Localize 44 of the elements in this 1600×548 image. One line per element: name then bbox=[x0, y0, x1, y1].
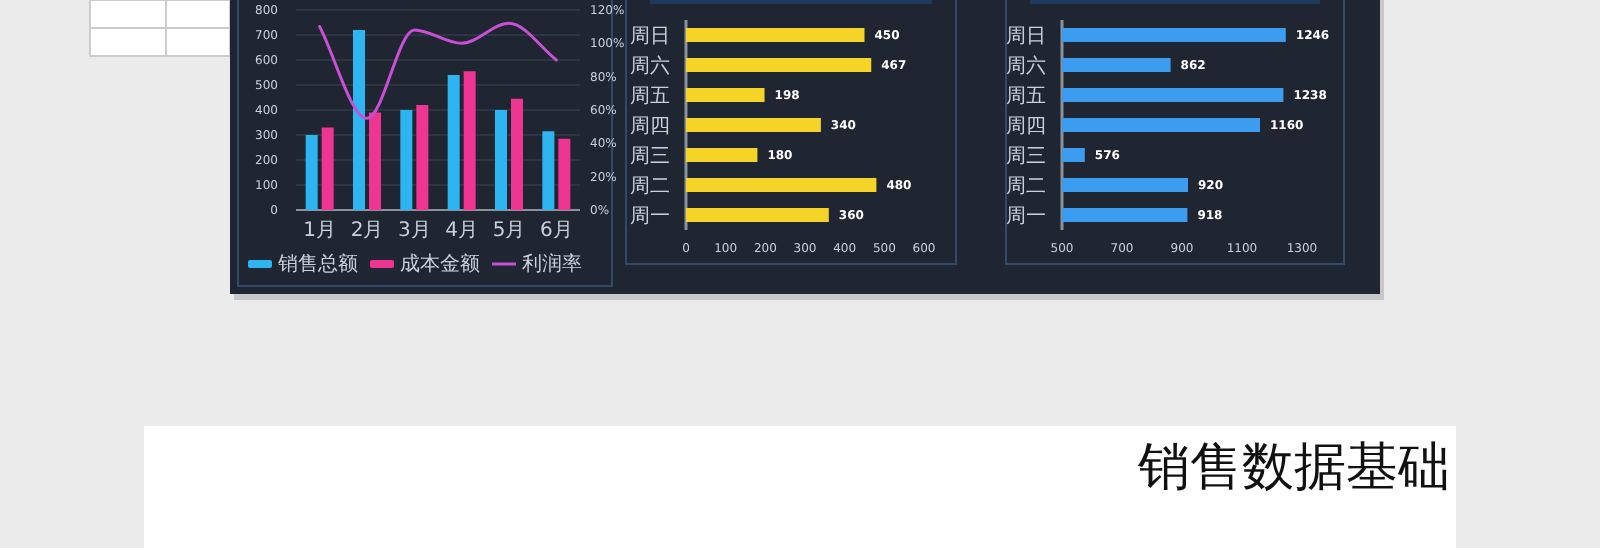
y-tick-label: 周三 bbox=[630, 146, 670, 168]
text: 销售数据基础 bbox=[1136, 438, 1450, 498]
bar bbox=[686, 58, 872, 72]
bar bbox=[369, 112, 381, 210]
bar bbox=[686, 88, 765, 102]
bar bbox=[558, 138, 571, 210]
y-tick-label: 周五 bbox=[1006, 86, 1046, 108]
x-tick-label: 4月 bbox=[445, 220, 479, 242]
y-tick-label: 周二 bbox=[1006, 176, 1046, 198]
y-tick-label: 周六 bbox=[630, 54, 670, 78]
bar bbox=[686, 28, 865, 42]
bar bbox=[400, 110, 413, 210]
legend-label: 利润率 bbox=[522, 252, 582, 276]
bar bbox=[686, 118, 821, 132]
bar bbox=[511, 98, 523, 210]
x-tick-label: 3月 bbox=[397, 220, 431, 242]
y-tick-label: 周日 bbox=[630, 26, 670, 48]
bar bbox=[686, 208, 829, 222]
x-tick-label: 2月 bbox=[350, 220, 384, 242]
y-tick-label: 周一 bbox=[630, 206, 670, 228]
legend-label: 销售总额 bbox=[276, 252, 358, 276]
x-tick-label: 5月 bbox=[492, 220, 526, 242]
y-tick-label: 周一 bbox=[1006, 206, 1046, 228]
bar bbox=[542, 131, 555, 210]
bar bbox=[305, 135, 318, 210]
y-tick-label: 周日 bbox=[1006, 26, 1046, 48]
x-tick-label: 6月 bbox=[539, 220, 573, 242]
y-tick-label: 周六 bbox=[1006, 54, 1046, 78]
bar bbox=[495, 110, 507, 210]
line-series bbox=[318, 21, 558, 120]
y-tick-label: 周四 bbox=[1006, 116, 1046, 138]
bar bbox=[321, 127, 334, 210]
bar bbox=[686, 148, 758, 162]
bar bbox=[463, 71, 476, 210]
y-tick-label: 周五 bbox=[630, 86, 670, 108]
x-tick-label: 1月 bbox=[303, 220, 337, 242]
legend-label: 成本金额 bbox=[400, 252, 480, 276]
y-tick-label: 周三 bbox=[1006, 146, 1046, 168]
y-tick-label: 周四 bbox=[630, 116, 670, 138]
bar bbox=[686, 178, 877, 192]
bar bbox=[353, 30, 365, 210]
bar bbox=[416, 105, 429, 210]
bar bbox=[447, 75, 460, 210]
y-tick-label: 周二 bbox=[630, 176, 670, 198]
